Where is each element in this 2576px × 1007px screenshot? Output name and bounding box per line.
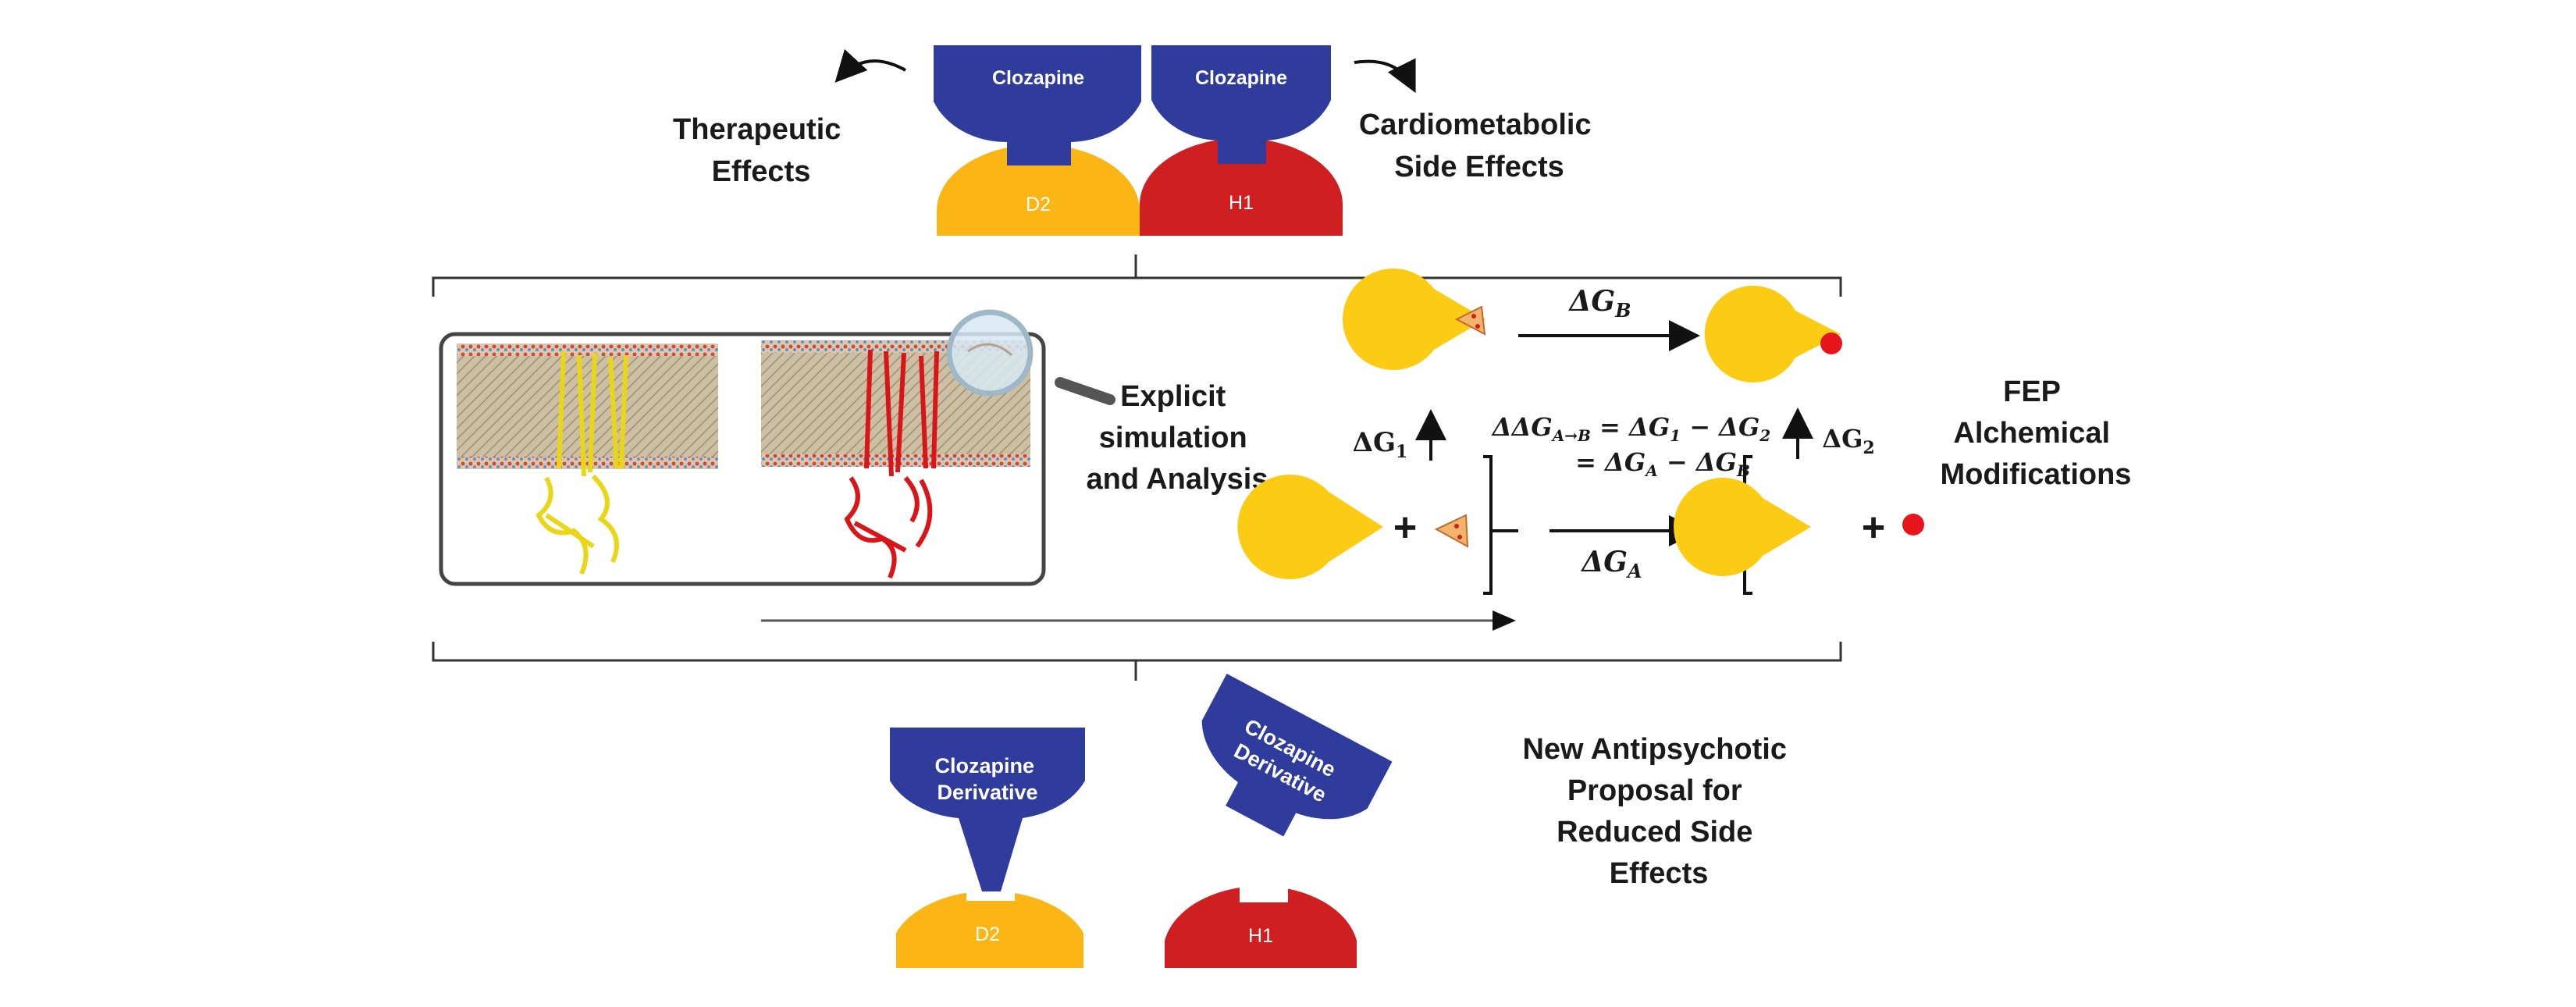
left-bracket-cycle xyxy=(1483,455,1518,595)
d2-label-bottom: D2 xyxy=(975,923,1000,945)
dG1-label: ΔG1 xyxy=(1353,427,1408,462)
d2-receptor-bottom xyxy=(896,891,1083,968)
clozapine-derivative-ligand-tilted: Clozapine Derivative xyxy=(1201,674,1393,837)
top-right-h1-complex: Clozapine H1 xyxy=(1140,45,1343,236)
h1-pocket xyxy=(1240,866,1288,902)
fep-line3: Modifications xyxy=(1941,458,2132,491)
dGB-label: ΔGB xyxy=(1568,285,1631,322)
h1-label-bottom: H1 xyxy=(1248,925,1273,947)
clozapine-derivative-ligand xyxy=(890,728,1085,891)
simulation-line1: Explicit xyxy=(1120,380,1226,413)
simulation-line2: simulation xyxy=(1099,422,1247,454)
clozapine-ligand-right xyxy=(1151,45,1331,164)
pacman-bound-ligand-b xyxy=(1704,285,1842,383)
lower-bracket xyxy=(432,642,1842,681)
magnifier-icon xyxy=(946,309,1115,405)
fep-line1: FEP xyxy=(2003,375,2061,408)
bottom-left-d2-complex: Clozapine Derivative D2 xyxy=(890,728,1085,968)
dGA-label: ΔGA xyxy=(1580,546,1642,582)
proposal-label: New Antipsychotic Proposal for Reduced S… xyxy=(1522,733,1795,890)
pacman-free-b: + xyxy=(1674,478,1924,576)
bottom-right-h1-complex: Clozapine Derivative H1 xyxy=(1165,674,1393,968)
red-dot-ligand-free xyxy=(1902,514,1924,536)
red-dot-ligand-bound xyxy=(1820,333,1842,354)
side-line1: Cardiometabolic xyxy=(1359,109,1592,141)
top-left-d2-complex: Clozapine D2 xyxy=(934,45,1141,236)
d2-receptor xyxy=(937,144,1140,236)
proposal-line2: Proposal for xyxy=(1567,774,1742,807)
ddG-equation-line1: ΔΔGA→B = ΔG1 − ΔG2 xyxy=(1491,412,1771,445)
proposal-line3: Reduced Side xyxy=(1557,816,1752,849)
simulation-panel xyxy=(439,309,1115,586)
side-line2: Side Effects xyxy=(1394,151,1564,183)
plus-sign-right: + xyxy=(1862,505,1885,550)
proposal-line4: Effects xyxy=(1610,857,1709,890)
simulation-label: Explicit simulation and Analysis xyxy=(1086,380,1268,496)
cardiometabolic-label: Cardiometabolic Side Effects xyxy=(1359,109,1599,183)
pacman-free-a: + xyxy=(1237,475,1469,579)
pizza-slice-icon-free xyxy=(1434,514,1469,548)
dG2-label: ΔG2 xyxy=(1822,424,1874,458)
fep-line2: Alchemical xyxy=(1953,417,2110,450)
h1-label-top: H1 xyxy=(1229,192,1254,214)
clozapine-ligand xyxy=(934,45,1141,165)
proposal-line1: New Antipsychotic xyxy=(1522,733,1787,766)
therapeutic-curved-arrow xyxy=(834,48,906,83)
therapeutic-line1: Therapeutic xyxy=(673,113,841,146)
h1-receptor-bottom xyxy=(1165,886,1357,968)
flow-arrowhead xyxy=(1493,610,1516,631)
fep-thermo-cycle: ΔGB ΔG1 ΔG2 ΔΔGA→B = ΔG1 − ΔG2 = ΔGA − Δ… xyxy=(1237,269,1924,595)
derivative-label-left: Clozapine Derivative xyxy=(934,754,1040,804)
therapeutic-effects-label: Therapeutic Effects xyxy=(673,113,849,188)
upper-bracket xyxy=(432,254,1842,297)
pacman-bound-ligand-a xyxy=(1343,269,1486,370)
h1-protein-structure xyxy=(844,349,939,579)
fep-label: FEP Alchemical Modifications xyxy=(1941,375,2132,491)
membrane-d2 xyxy=(457,343,718,575)
d2-protein-structure xyxy=(535,350,628,575)
clozapine-label-left: Clozapine xyxy=(992,67,1084,89)
simulation-line3: and Analysis xyxy=(1086,463,1268,496)
therapeutic-line2: Effects xyxy=(712,155,811,188)
side-effect-curved-arrow xyxy=(1354,58,1416,94)
h1-receptor xyxy=(1140,138,1343,236)
ddG-equation-line2: = ΔGA − ΔGB xyxy=(1575,447,1750,480)
clozapine-label-right: Clozapine xyxy=(1195,67,1287,89)
plus-sign-left: + xyxy=(1393,505,1417,550)
d2-label-top: D2 xyxy=(1026,194,1051,215)
